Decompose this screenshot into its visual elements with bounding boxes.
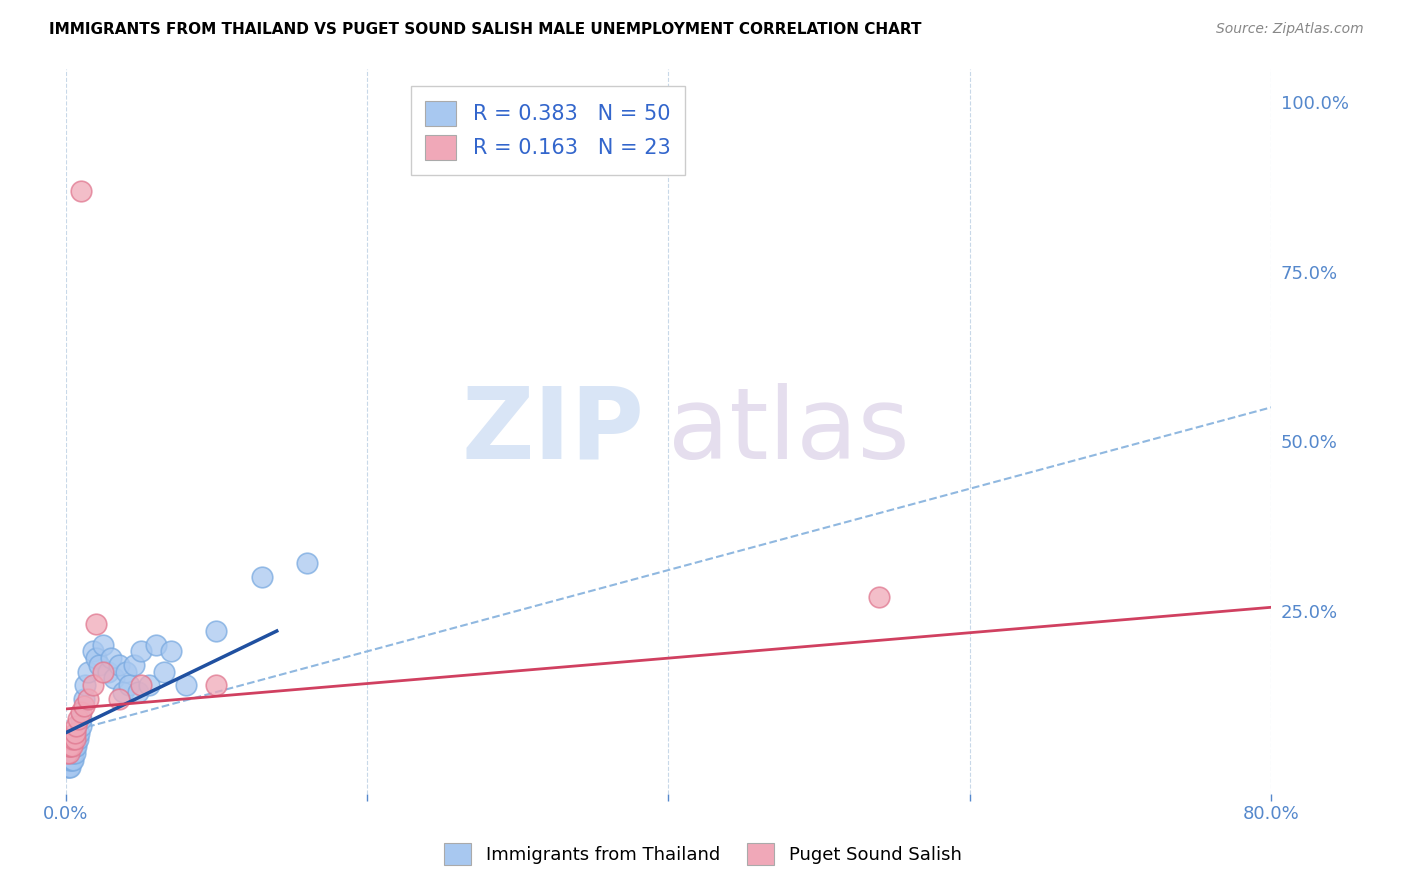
Point xyxy=(138,678,160,692)
Point xyxy=(65,719,87,733)
Point xyxy=(107,691,129,706)
Point xyxy=(66,732,89,747)
Point xyxy=(59,732,82,747)
Point xyxy=(60,746,83,760)
Point xyxy=(56,739,79,754)
Point xyxy=(58,739,80,754)
Point xyxy=(59,739,82,754)
Point xyxy=(70,712,93,726)
Point xyxy=(60,739,83,754)
Point xyxy=(84,651,107,665)
Point xyxy=(58,746,80,760)
Point xyxy=(145,638,167,652)
Point xyxy=(65,732,87,747)
Point xyxy=(107,657,129,672)
Point xyxy=(205,624,228,638)
Point xyxy=(56,753,79,767)
Point xyxy=(58,759,80,773)
Point xyxy=(63,725,86,739)
Point xyxy=(73,691,96,706)
Point xyxy=(70,184,93,198)
Point xyxy=(60,739,83,754)
Point xyxy=(205,678,228,692)
Point xyxy=(62,746,84,760)
Point xyxy=(129,644,152,658)
Point xyxy=(56,746,79,760)
Point xyxy=(59,759,82,773)
Point xyxy=(70,706,93,720)
Point xyxy=(93,638,115,652)
Point xyxy=(66,712,89,726)
Point xyxy=(152,665,174,679)
Point xyxy=(59,753,82,767)
Point xyxy=(82,678,104,692)
Point xyxy=(58,746,80,760)
Point xyxy=(73,698,96,713)
Point xyxy=(129,678,152,692)
Point xyxy=(59,746,82,760)
Point xyxy=(122,657,145,672)
Point xyxy=(176,678,198,692)
Point xyxy=(62,732,84,747)
Legend: R = 0.383   N = 50, R = 0.163   N = 23: R = 0.383 N = 50, R = 0.163 N = 23 xyxy=(411,87,685,175)
Point xyxy=(56,732,79,747)
Point xyxy=(77,665,100,679)
Point xyxy=(63,732,86,747)
Legend: Immigrants from Thailand, Puget Sound Salish: Immigrants from Thailand, Puget Sound Sa… xyxy=(436,834,970,874)
Text: IMMIGRANTS FROM THAILAND VS PUGET SOUND SALISH MALE UNEMPLOYMENT CORRELATION CHA: IMMIGRANTS FROM THAILAND VS PUGET SOUND … xyxy=(49,22,922,37)
Point xyxy=(63,739,86,754)
Text: Source: ZipAtlas.com: Source: ZipAtlas.com xyxy=(1216,22,1364,37)
Point xyxy=(77,691,100,706)
Point xyxy=(56,759,79,773)
Point xyxy=(67,725,90,739)
Point xyxy=(100,651,122,665)
Point xyxy=(62,739,84,754)
Text: atlas: atlas xyxy=(668,383,910,480)
Point xyxy=(250,570,273,584)
Point xyxy=(127,685,149,699)
Point xyxy=(59,739,82,754)
Point xyxy=(103,672,125,686)
Point xyxy=(84,617,107,632)
Text: ZIP: ZIP xyxy=(461,383,644,480)
Point xyxy=(63,746,86,760)
Point xyxy=(62,753,84,767)
Point xyxy=(58,739,80,754)
Point xyxy=(112,685,135,699)
Point xyxy=(93,665,115,679)
Point xyxy=(82,644,104,658)
Point xyxy=(60,753,83,767)
Point xyxy=(118,678,141,692)
Point xyxy=(65,739,87,754)
Point xyxy=(868,590,890,604)
Point xyxy=(58,753,80,767)
Point xyxy=(56,746,79,760)
Point xyxy=(87,657,110,672)
Point xyxy=(70,719,93,733)
Point xyxy=(97,665,120,679)
Point xyxy=(295,556,318,570)
Point xyxy=(75,678,97,692)
Point xyxy=(160,644,183,658)
Point xyxy=(115,665,138,679)
